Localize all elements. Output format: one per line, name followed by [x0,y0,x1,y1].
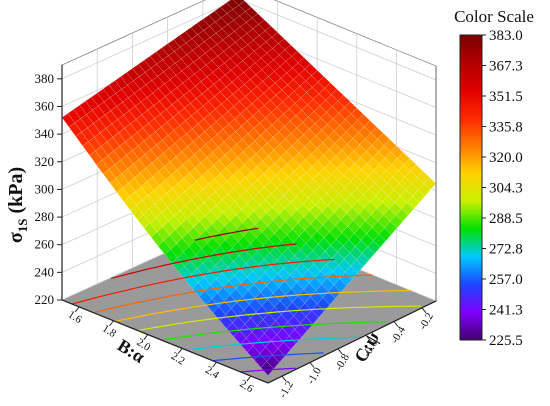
floor-contour [194,227,259,241]
y-tick-label: -0.8 [333,351,352,373]
z-tick-label: 360 [35,98,55,113]
y-tick-mark [365,334,371,341]
floor-contour [137,305,421,332]
y-tick-label: -1.0 [305,365,324,387]
x-tick-mark [109,320,114,327]
floor-contour [71,258,335,305]
floor-contour [93,274,373,314]
color-scale-title: Color Scale [454,7,534,26]
floor-contour [212,352,324,362]
x-tick-label: 2.4 [203,364,221,382]
z-tick-label: 380 [35,71,55,86]
floor-contour [115,290,411,322]
x-tick-label: 2.6 [237,378,255,396]
floor-contours [71,227,421,373]
surface-cell [350,259,364,274]
surface-cell [266,354,280,370]
color-scale-label: 304.3 [489,181,523,197]
y-tick-mark [309,362,315,368]
z-gridline [61,0,437,81]
y-tick-mark [337,348,343,355]
x-tick-mark [74,306,80,313]
x-tick-label: 1.8 [100,322,118,340]
z-tick-label: 320 [35,154,55,169]
color-scale: Color Scale 383.0 367.3 351.5 335.8 320.0 304… [454,7,534,349]
y-tick-label: -1.2 [277,379,296,400]
floor-contour [161,321,386,341]
floor-contour [240,367,297,373]
color-scale-label: 257.0 [489,272,523,288]
color-scale-label: 225.5 [489,333,523,349]
surface-cell [417,183,431,197]
z-tick-label: 260 [35,237,55,252]
color-scale-label: 288.5 [489,211,523,227]
z-axis-title: σ1S (kPa) [5,167,30,243]
x-tick-mark [177,348,183,354]
axis-ticks: 2202402602803003203403603801.61.82.02.22… [35,71,436,400]
color-scale-label: 335.8 [489,120,523,136]
x-tick-mark [143,334,149,340]
color-scale-label: 351.5 [489,89,523,105]
x-axis-line [61,299,269,384]
z-tick-label: 220 [35,292,55,307]
color-scale-label: 241.3 [489,303,523,319]
color-scale-label: 272.8 [489,242,523,258]
color-scale-label: 367.3 [489,59,523,75]
x-tick-label: 2.2 [169,350,187,367]
color-scale-label: 320.0 [489,150,523,166]
color-scale-label: 383.0 [489,28,523,44]
surface-cell [305,310,319,325]
y-tick-mark [281,375,287,382]
box-frame [61,65,437,384]
z-tick-label: 280 [35,209,55,224]
x-tick-label: 1.6 [66,309,84,327]
z-tick-label: 240 [35,264,55,279]
y-tick-label: -0.2 [417,311,436,332]
color-scale-bar [459,34,483,341]
z-tick-label: 340 [35,126,55,141]
x-tick-mark [246,375,252,382]
z-tick-label: 300 [35,181,55,196]
x-tick-mark [212,361,217,368]
floor-contour [186,336,359,351]
y-tick-mark [393,321,399,327]
y-tick-label: -0.4 [389,324,408,346]
response-surface [61,0,437,376]
y-tick-mark [421,307,427,314]
surface-cell [384,221,398,235]
surface-cell [356,253,370,267]
floor-contour [111,243,297,279]
y-axis-line [267,300,437,384]
